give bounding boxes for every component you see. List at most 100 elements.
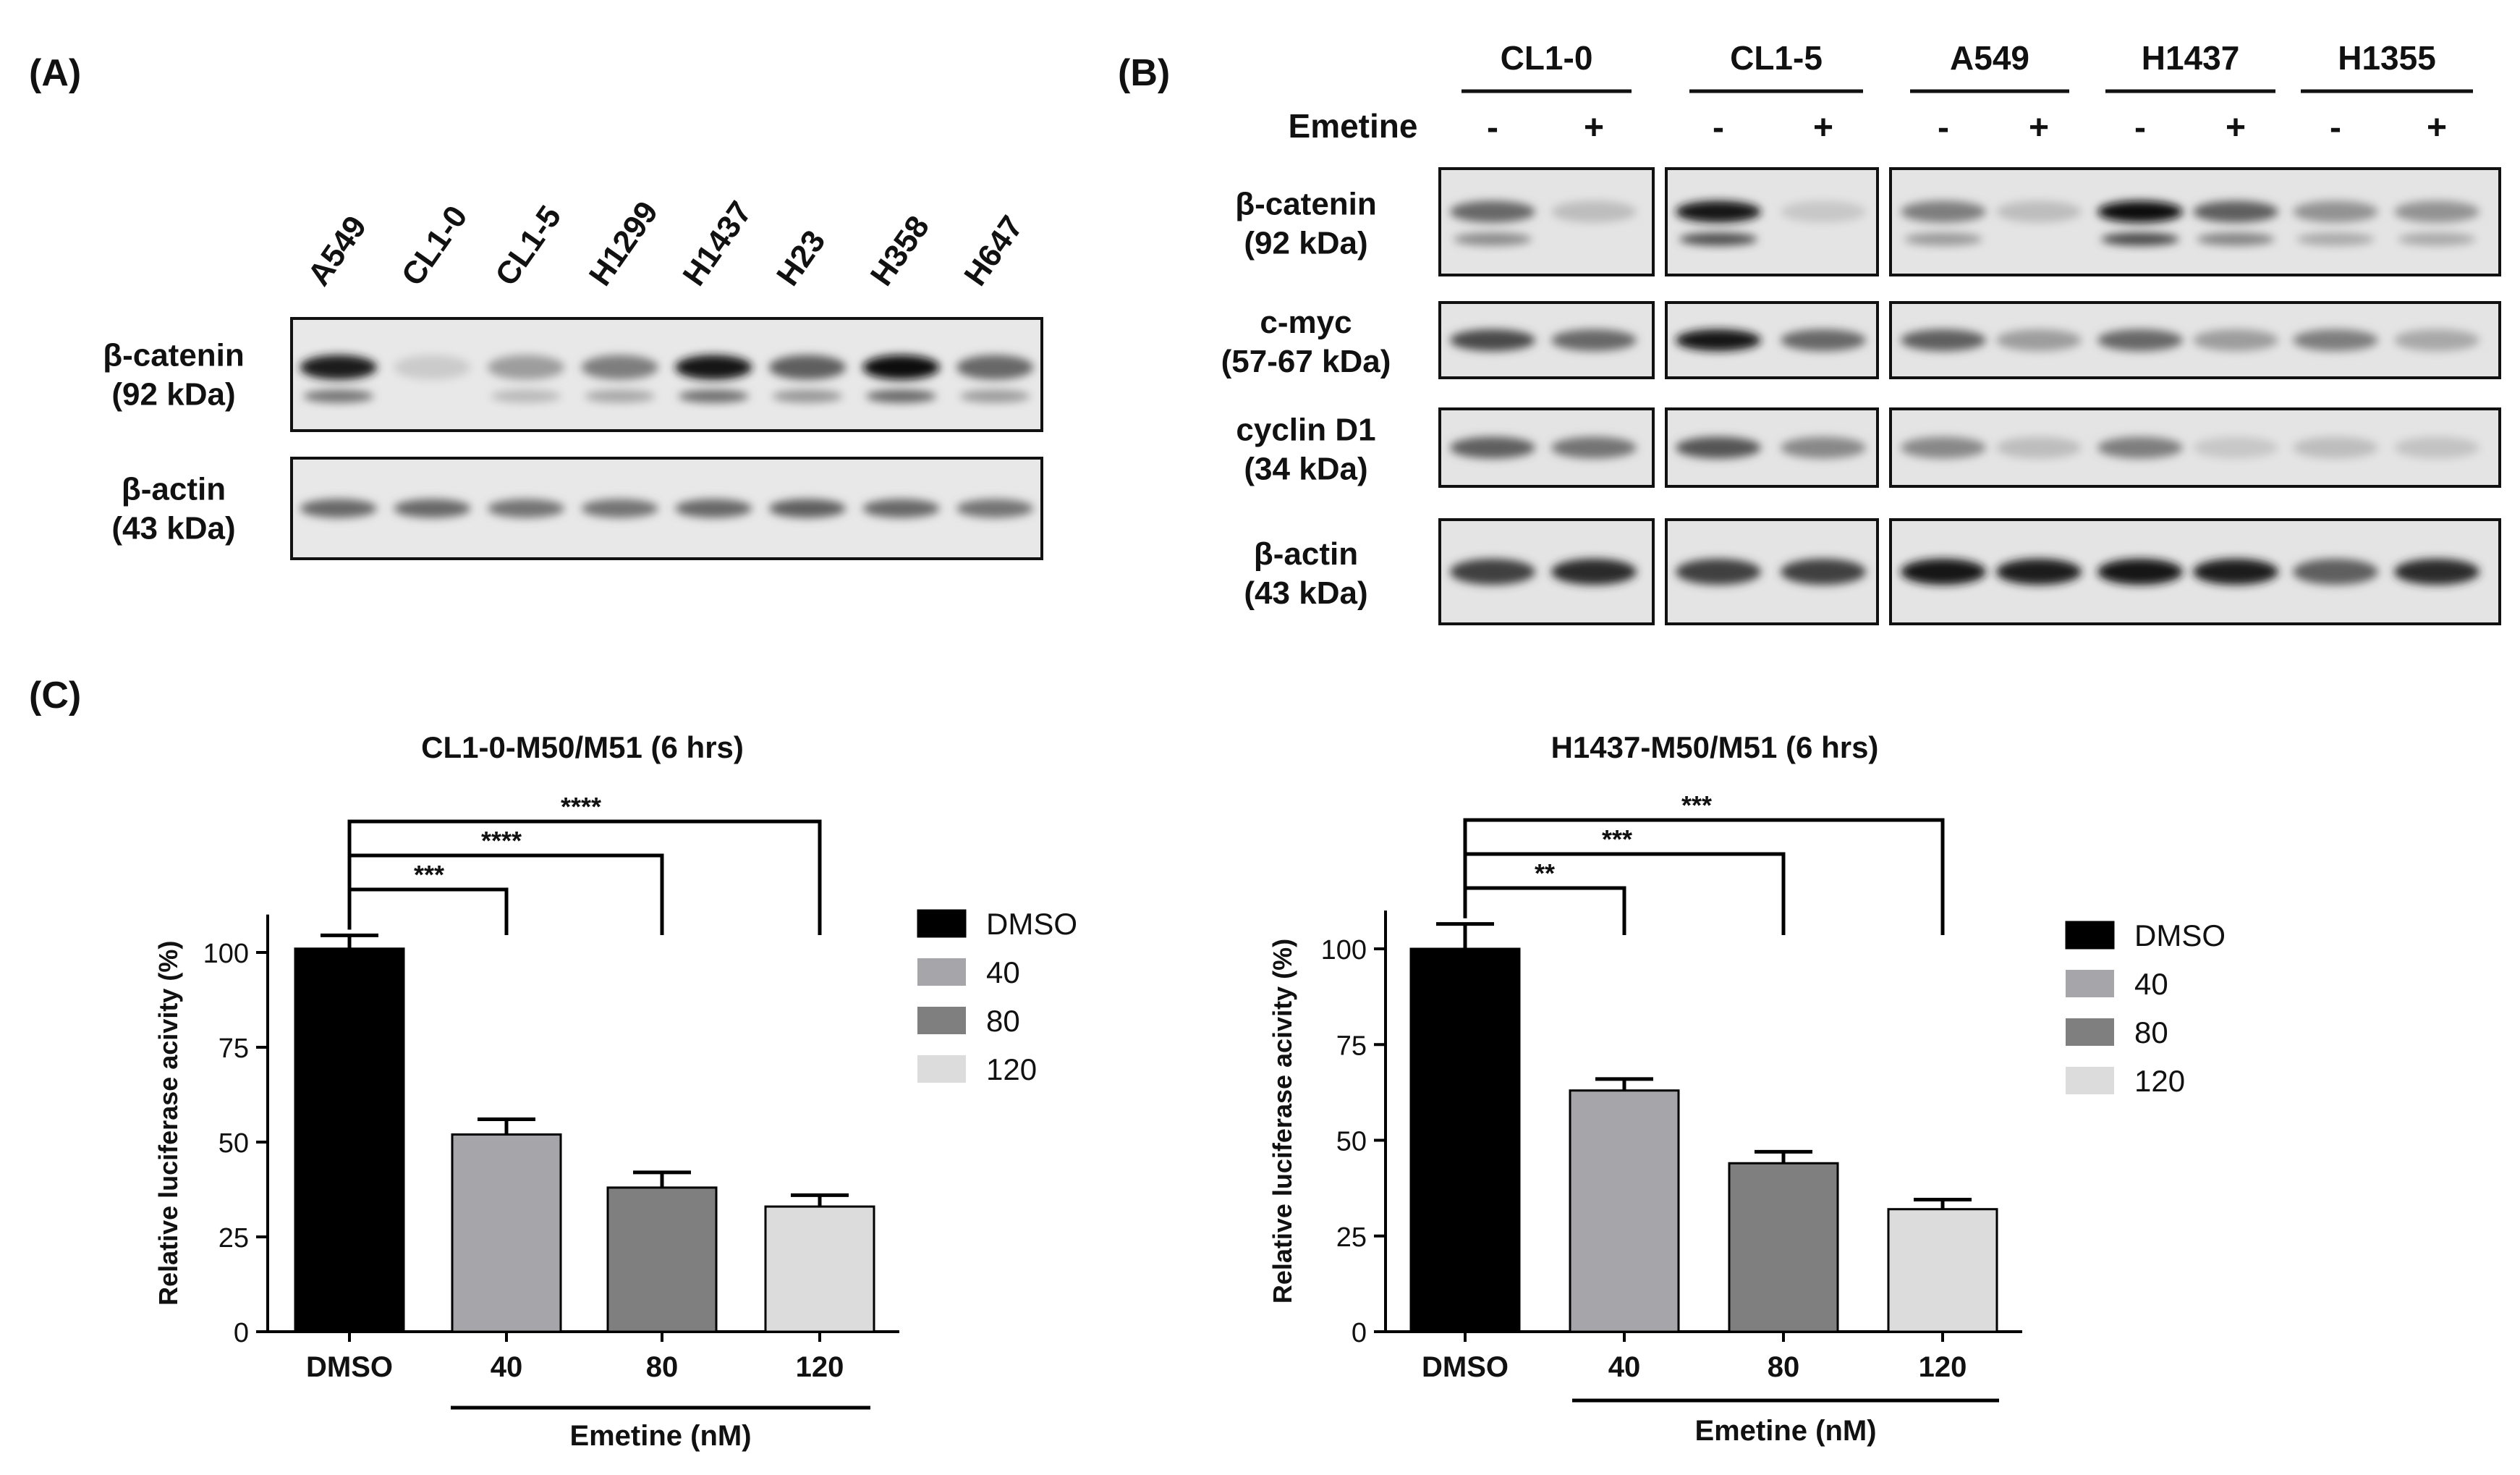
band (2097, 559, 2183, 585)
panel-label-b: (B) (1118, 52, 1170, 94)
band (959, 389, 1030, 403)
y-tick-label: 50 (1336, 1127, 1367, 1157)
row-label-size: (43 kDa) (111, 511, 235, 546)
untreated-sign: - (1487, 109, 1498, 147)
band (581, 355, 658, 380)
legend-swatch (917, 958, 966, 986)
untreated-sign: - (2134, 109, 2146, 147)
band (2398, 232, 2476, 246)
legend-swatch (2065, 921, 2115, 950)
band (1450, 329, 1535, 351)
significance-bracket (347, 887, 509, 935)
band (772, 389, 843, 403)
legend-label: 40 (986, 955, 1020, 989)
lane-label-h1437: H1437 (676, 195, 759, 292)
band (2394, 559, 2479, 585)
group-label-cl1-0: CL1-0 (1501, 39, 1593, 77)
band (1901, 436, 1986, 459)
significance-label: *** (414, 860, 444, 889)
band (1901, 200, 1986, 223)
band (491, 389, 561, 403)
row-label-size: (43 kDa) (1244, 575, 1367, 611)
treated-sign: + (1813, 109, 1833, 147)
bar-40 (451, 1133, 562, 1333)
band (1450, 436, 1535, 459)
bar-dmso (294, 947, 405, 1333)
legend-swatch (917, 1055, 966, 1083)
band (2193, 200, 2278, 223)
band (1781, 329, 1866, 351)
band (394, 355, 471, 380)
legend-swatch (917, 1007, 966, 1034)
band (956, 499, 1034, 518)
untreated-sign: - (2330, 109, 2341, 147)
blot-b-frame (1438, 167, 1655, 276)
row-label-size: (92 kDa) (1244, 226, 1367, 261)
band (1996, 559, 2082, 585)
band (2293, 559, 2378, 585)
bar-dmso (1409, 947, 1521, 1333)
row-label-size: (92 kDa) (111, 377, 235, 413)
band (2193, 559, 2278, 585)
band (2197, 232, 2275, 246)
band (862, 355, 940, 380)
legend-label: DMSO (986, 907, 1077, 941)
x-tick-label: 80 (1768, 1351, 1800, 1383)
group-label-h1437: H1437 (2142, 39, 2240, 77)
band (300, 499, 377, 518)
significance-label: **** (561, 792, 601, 821)
band (1996, 329, 2082, 351)
row-label-name: β-actin (1254, 536, 1358, 572)
treated-sign: + (2427, 109, 2447, 147)
row-label-name: β-catenin (1235, 187, 1377, 222)
band (1679, 232, 1757, 246)
legend-swatch (2066, 1067, 2114, 1094)
band (2296, 232, 2375, 246)
y-tick-label: 100 (1321, 935, 1367, 965)
band (2293, 436, 2378, 459)
y-tick-label: 75 (219, 1034, 249, 1064)
bar-80 (606, 1186, 718, 1333)
band (1676, 200, 1761, 223)
treatment-label: Emetine (1289, 107, 1418, 145)
chart-title: H1437-M50/M51 (6 hrs) (1551, 730, 1879, 764)
significance-label: *** (1602, 824, 1632, 854)
lane-label-cl1-5: CL1-5 (488, 199, 568, 292)
x-tick-label: 80 (646, 1351, 679, 1383)
band (956, 355, 1034, 380)
group-label-h1355: H1355 (2338, 39, 2436, 77)
group-label-a549: A549 (1950, 39, 2029, 77)
band (1676, 436, 1761, 459)
y-tick-label: 50 (219, 1128, 249, 1159)
band (1450, 200, 1535, 223)
bar-chart-cl1-0: CL1-0-M50/M51 (6 hrs) 0 25 50 75 100 Relative … (153, 730, 1077, 1452)
untreated-sign: - (1938, 109, 1949, 147)
bar-40 (1569, 1089, 1680, 1333)
row-label-name: cyclin D1 (1236, 413, 1375, 448)
band (1551, 329, 1637, 351)
band (675, 499, 752, 518)
bar-120 (764, 1205, 875, 1333)
band (1781, 200, 1866, 223)
x-tick-label: 40 (491, 1351, 523, 1383)
row-label-name: β-actin (122, 472, 226, 507)
band (1996, 436, 2082, 459)
band (1551, 200, 1637, 223)
treated-sign: + (2029, 109, 2049, 147)
significance-label: *** (1681, 790, 1712, 820)
blot-b-frame (1665, 167, 1879, 276)
lane-label-cl1-0: CL1-0 (394, 199, 474, 292)
band (2394, 436, 2479, 459)
row-label-name: β-catenin (103, 338, 245, 373)
legend-label: 40 (2134, 967, 2168, 1001)
legend-label: 80 (986, 1004, 1020, 1038)
band (1551, 436, 1637, 459)
band (394, 499, 471, 518)
band (2097, 436, 2183, 459)
x-axis-label: Emetine (nM) (569, 1420, 751, 1452)
significance-bracket (1463, 886, 1626, 935)
band (2293, 329, 2378, 351)
x-tick-label: 40 (1608, 1351, 1641, 1383)
band (303, 389, 374, 403)
band (1904, 232, 1982, 246)
